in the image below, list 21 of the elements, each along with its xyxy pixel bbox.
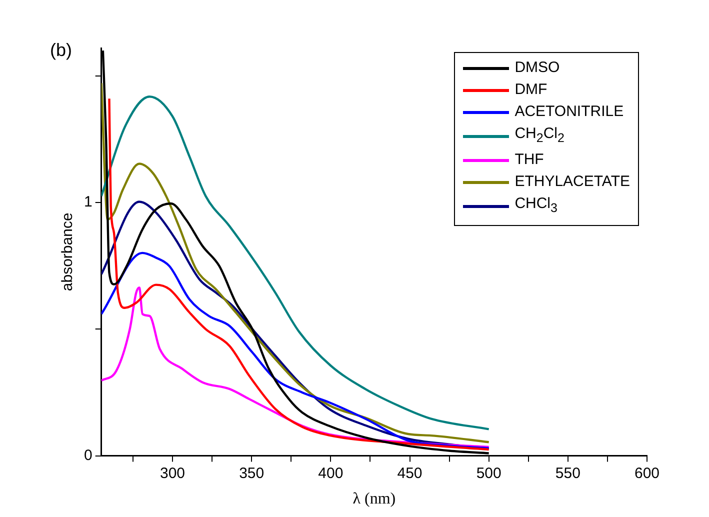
legend-label: DMSO (514, 58, 560, 78)
x-tick-label: 550 (555, 464, 580, 482)
x-tick-label: 400 (318, 464, 344, 482)
x-axis-title: λ (nm) (352, 490, 396, 508)
x-tick-label: 450 (397, 464, 422, 482)
line-series (101, 252, 490, 450)
text: (b) (50, 40, 72, 61)
y-axis-title: absorbance (59, 212, 76, 292)
legend-label: CH$_{2}$Cl$_{2}$ (514, 124, 564, 147)
legend-label: THF (514, 150, 544, 170)
x-tick-label: 500 (476, 464, 502, 482)
legend-label: CHCl$_{3}$ (514, 194, 558, 217)
x-tick-label: 300 (160, 464, 186, 482)
y-tick-label: 1 (84, 194, 92, 211)
legend-label: ETHYLACETATE (514, 172, 630, 192)
y-tick-label: 0 (84, 446, 92, 464)
x-tick-label: 600 (634, 464, 660, 482)
legend-label: ACETONITRILE (514, 102, 624, 122)
legend-label: DMF (514, 80, 548, 100)
line-series (101, 286, 490, 448)
x-tick-label: 350 (239, 464, 264, 482)
